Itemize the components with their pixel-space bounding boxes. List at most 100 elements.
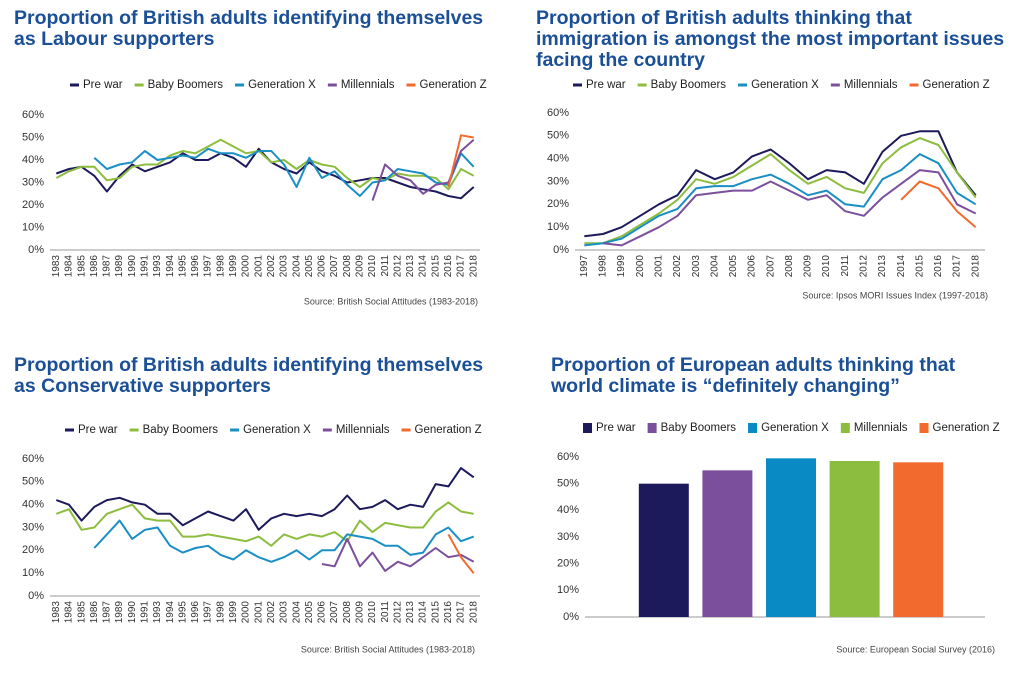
x-tick-label: 1994 (165, 601, 176, 624)
x-tick-label: 1995 (177, 601, 188, 624)
legend-label: Millennials (336, 424, 390, 436)
x-tick-label: 2008 (342, 255, 353, 278)
legend-label: Baby Boomers (651, 79, 727, 91)
y-tick-label: 20% (22, 544, 44, 556)
legend-label: Millennials (341, 79, 395, 91)
legend-label: Generation Z (415, 424, 482, 436)
series-line (584, 137, 977, 245)
y-tick-label: 20% (557, 558, 579, 570)
series-line (584, 153, 977, 247)
x-tick-label: 1987 (102, 601, 113, 624)
series-line (55, 501, 474, 547)
x-tick-label: 2000 (241, 601, 252, 624)
x-tick-label: 1996 (190, 601, 201, 624)
x-tick-label: 1989 (114, 601, 125, 624)
x-tick-label: 1990 (127, 255, 138, 278)
chart-title: Proportion of British adults identifying… (14, 354, 484, 397)
source: Source: British Social Attitudes (1983-2… (304, 296, 478, 306)
x-tick-label: 2010 (821, 255, 832, 278)
y-tick-label: 0% (563, 611, 579, 623)
source: Source: European Social Survey (2016) (836, 644, 995, 654)
x-tick-label: 1985 (76, 255, 87, 278)
y-tick-label: 0% (28, 590, 44, 602)
x-tick-label: 1989 (114, 255, 125, 278)
x-tick-label: 1986 (89, 255, 100, 278)
y-tick-label: 40% (22, 499, 44, 511)
legend-label: Generation X (761, 422, 829, 434)
y-tick-label: 30% (547, 175, 569, 187)
source: Source: British Social Attitudes (1983-2… (301, 644, 475, 654)
y-tick-label: 0% (28, 244, 44, 256)
y-tick-label: 50% (22, 476, 44, 488)
legend-label: Millennials (854, 422, 908, 434)
x-tick-label: 1998 (215, 601, 226, 624)
x-tick-label: 1984 (64, 255, 75, 278)
y-tick-label: 10% (557, 584, 579, 596)
y-tick-label: 10% (22, 567, 44, 579)
x-tick-label: 2016 (443, 601, 454, 624)
x-tick-label: 2010 (367, 601, 378, 624)
y-tick-label: 60% (547, 107, 569, 119)
x-tick-label: 1991 (139, 601, 150, 624)
x-tick-label: 1999 (228, 601, 239, 624)
x-tick-label: 2002 (266, 601, 277, 624)
x-tick-label: 2009 (354, 601, 365, 624)
x-tick-label: 2018 (468, 255, 479, 278)
chart-title: Proportion of European adults thinking t… (551, 354, 956, 397)
x-tick-label: 1997 (203, 255, 214, 278)
legend-label: Baby Boomers (148, 79, 224, 91)
x-tick-label: 2014 (418, 255, 429, 278)
x-tick-label: 2013 (405, 601, 416, 624)
y-tick-label: 50% (557, 478, 579, 490)
bar (766, 458, 816, 617)
y-tick-label: 40% (557, 504, 579, 516)
series-line (584, 130, 977, 238)
y-tick-label: 60% (22, 109, 44, 121)
x-tick-label: 2012 (392, 601, 403, 624)
legend-swatch (583, 423, 592, 433)
x-tick-label: 2005 (304, 601, 315, 624)
series-line (447, 533, 475, 574)
x-tick-label: 2003 (279, 601, 290, 624)
series-line (55, 467, 475, 531)
legend-label: Pre war (596, 422, 636, 434)
x-tick-label: 2018 (970, 255, 981, 278)
legend-label: Pre war (78, 424, 118, 436)
legend-label: Generation Z (420, 79, 487, 91)
x-tick-label: 2011 (380, 255, 391, 277)
bar (829, 461, 880, 617)
x-tick-label: 2004 (291, 255, 302, 278)
x-tick-label: 2006 (317, 601, 328, 624)
x-tick-label: 2017 (456, 601, 467, 624)
x-tick-label: 1999 (616, 255, 627, 278)
x-tick-label: 2003 (279, 255, 290, 278)
x-tick-label: 1987 (102, 255, 113, 278)
x-tick-label: 2001 (253, 255, 264, 278)
x-tick-label: 2011 (840, 255, 851, 277)
y-tick-label: 60% (557, 451, 579, 463)
x-tick-label: 1984 (64, 601, 75, 624)
x-tick-label: 2015 (430, 601, 441, 624)
x-tick-label: 2010 (367, 255, 378, 278)
x-tick-label: 2000 (635, 255, 646, 278)
series-line (602, 169, 977, 247)
x-tick-label: 2007 (329, 601, 340, 624)
x-tick-label: 2013 (405, 255, 416, 278)
legend-swatch (840, 423, 850, 433)
x-tick-label: 2003 (691, 255, 702, 278)
x-tick-label: 2005 (728, 255, 739, 278)
legend-label: Generation X (248, 79, 316, 91)
x-tick-label: 1998 (215, 255, 226, 278)
x-tick-label: 2016 (443, 255, 454, 278)
legend-swatch (919, 423, 929, 433)
y-tick-label: 50% (22, 131, 44, 143)
x-tick-label: 2004 (709, 255, 720, 278)
x-tick-label: 2004 (291, 601, 302, 624)
x-tick-label: 1985 (76, 601, 87, 624)
x-tick-label: 2007 (765, 255, 776, 278)
x-tick-label: 2012 (859, 255, 870, 278)
y-tick-label: 10% (547, 221, 569, 233)
x-tick-label: 2017 (952, 255, 963, 278)
x-tick-label: 1986 (89, 601, 100, 624)
